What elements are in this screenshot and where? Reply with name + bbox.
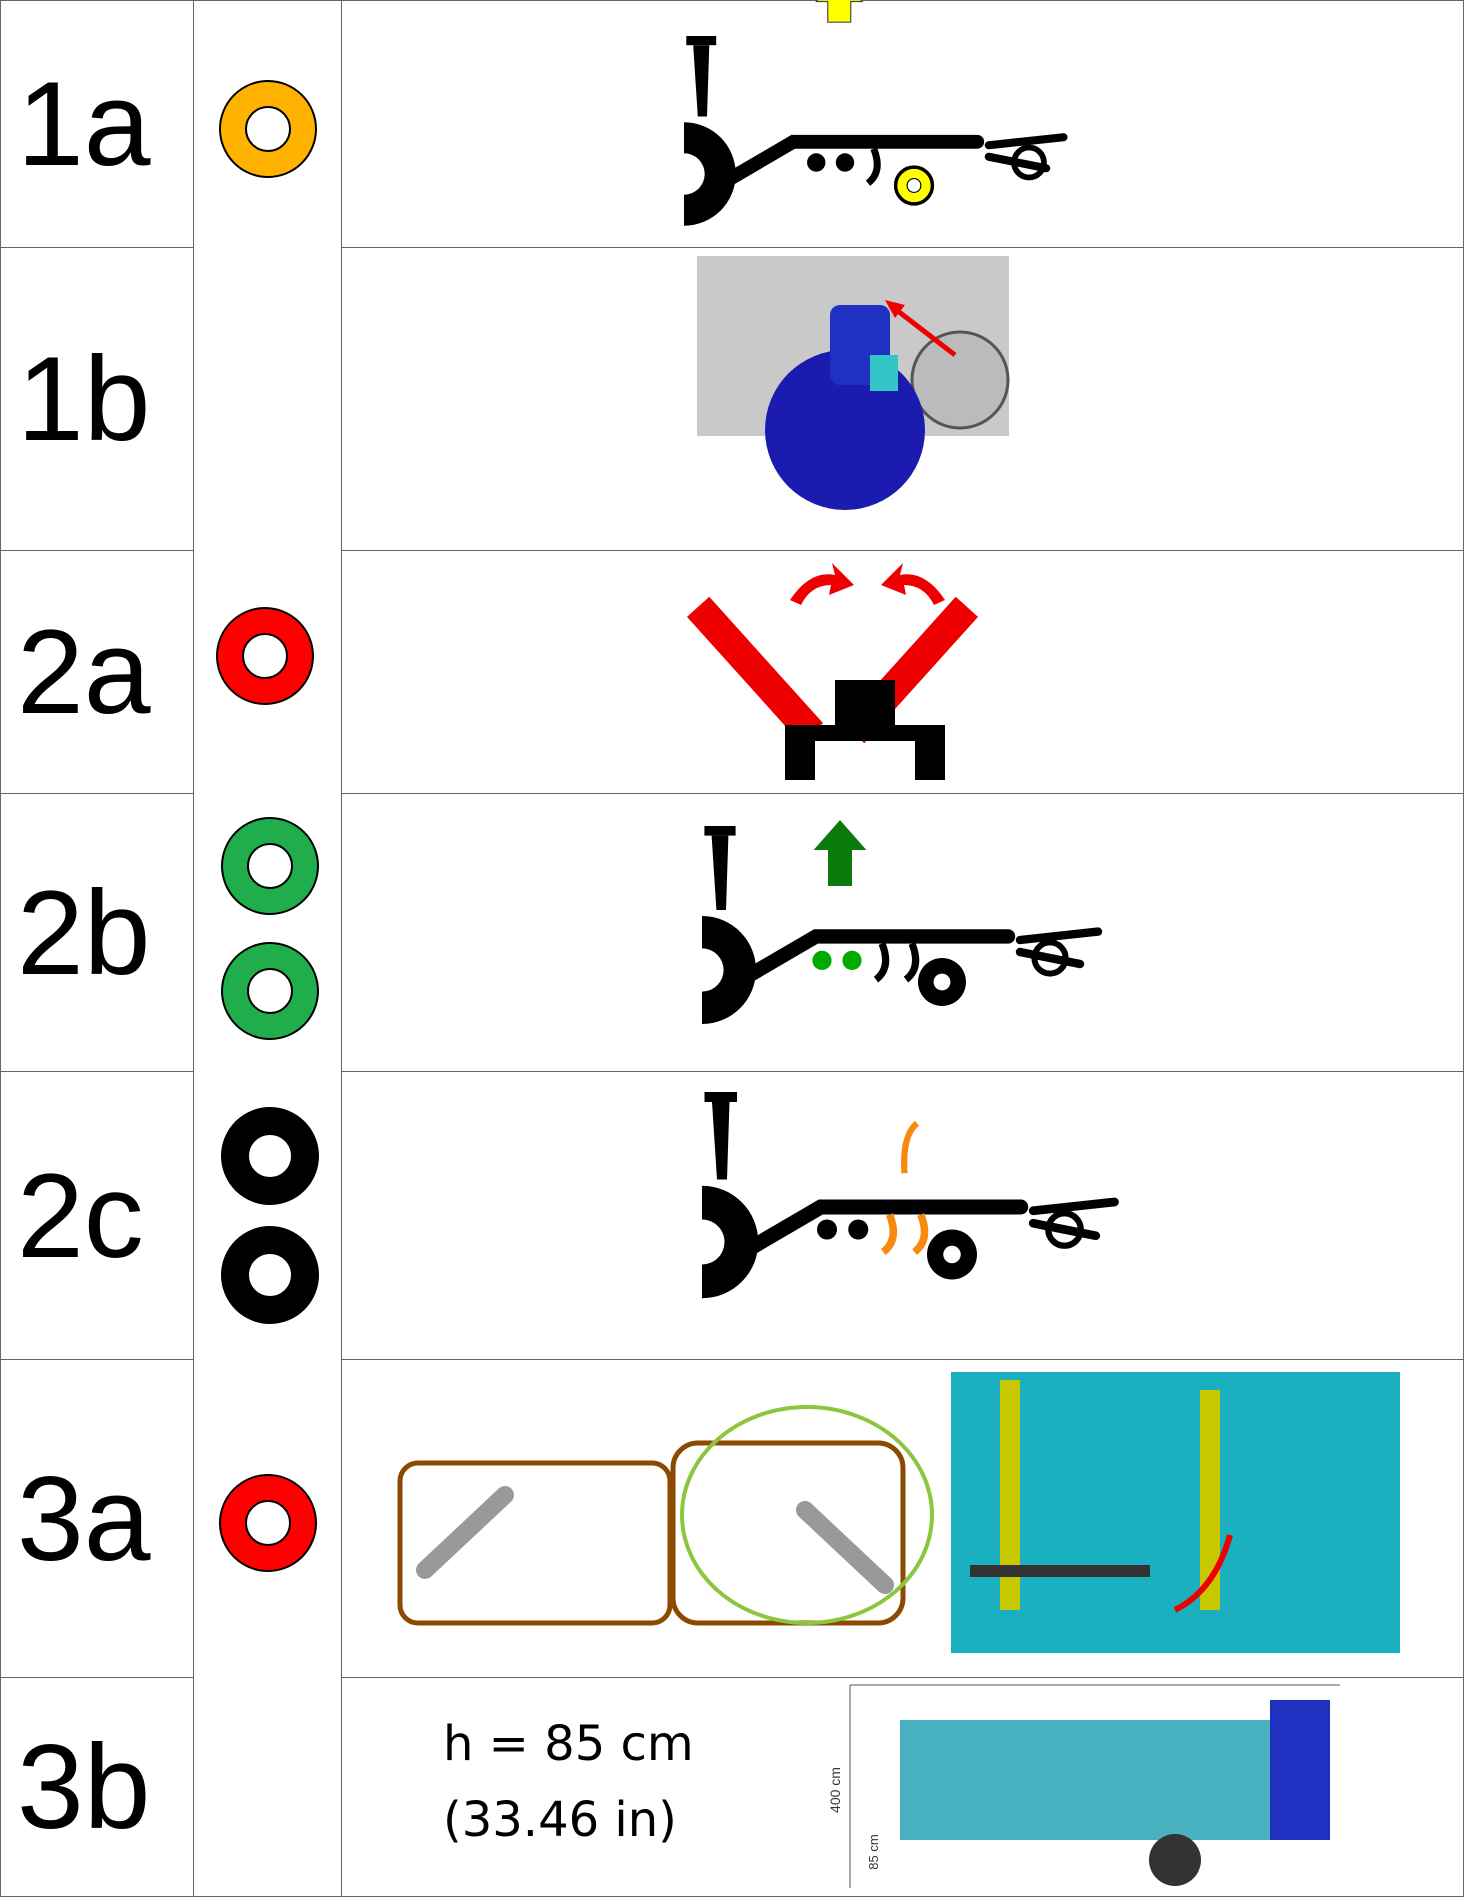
dimension-label: 400 cm <box>827 1767 843 1813</box>
row-label: 1a <box>0 0 194 248</box>
pictogram <box>680 1092 1115 1298</box>
marker-ring <box>221 1226 319 1324</box>
pictogram <box>680 820 1098 1024</box>
photo <box>697 256 1010 510</box>
dimension-label: 85 cm <box>866 1834 881 1869</box>
decal <box>397 1405 934 1626</box>
photo <box>951 1372 1400 1653</box>
pictogram <box>686 563 979 780</box>
height-text: (33.46 in) <box>443 1792 677 1848</box>
marker-ring <box>219 1474 317 1572</box>
pictogram <box>663 0 1063 226</box>
height-text: h = 85 cm <box>443 1716 694 1772</box>
row-label: 3b <box>0 1677 194 1897</box>
photo: 400 cm 85 cm <box>827 1684 1340 1888</box>
marker-ring <box>221 1107 319 1205</box>
row-label: 2a <box>0 550 194 794</box>
row-label: 3a <box>0 1359 194 1678</box>
marker-ring <box>221 817 319 915</box>
marker-ring <box>216 607 314 705</box>
marker-ring <box>221 942 319 1040</box>
marker-ring <box>219 80 317 178</box>
